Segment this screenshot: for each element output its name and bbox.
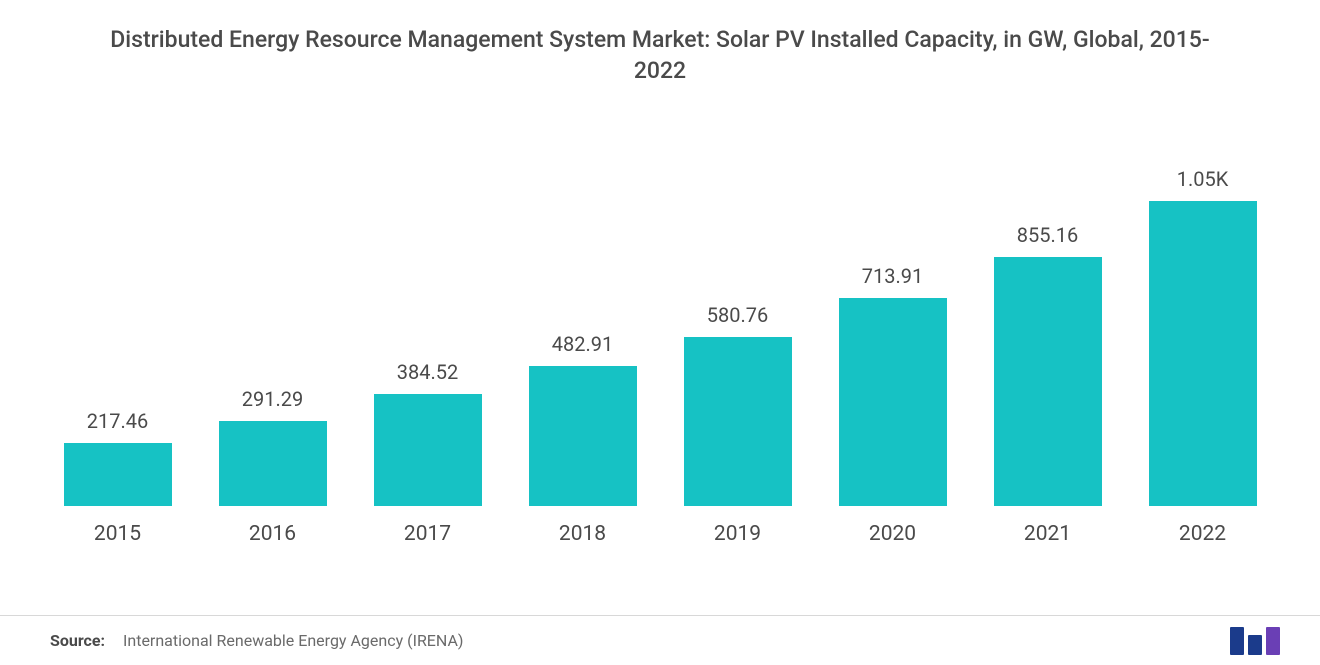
bar xyxy=(994,257,1102,506)
bar-value-label: 580.76 xyxy=(707,303,768,327)
chart-container: Distributed Energy Resource Management S… xyxy=(0,0,1320,665)
bar-group: 384.52 xyxy=(350,146,505,506)
bar-value-label: 384.52 xyxy=(397,360,458,384)
bar-value-label: 713.91 xyxy=(862,264,923,288)
x-axis-label: 2019 xyxy=(660,514,815,546)
bar xyxy=(529,366,637,506)
bar-group: 1.05K xyxy=(1125,146,1280,506)
x-axis-labels: 20152016201720182019202020212022 xyxy=(40,514,1280,546)
chart-footer: Source: International Renewable Energy A… xyxy=(0,615,1320,665)
bar-group: 217.46 xyxy=(40,146,195,506)
bar-group: 482.91 xyxy=(505,146,660,506)
source-line: Source: International Renewable Energy A… xyxy=(50,631,463,650)
x-axis-label: 2020 xyxy=(815,514,970,546)
bar-value-label: 482.91 xyxy=(552,332,613,356)
x-axis-label: 2021 xyxy=(970,514,1125,546)
logo-bar xyxy=(1230,627,1244,655)
bar xyxy=(1149,201,1257,506)
bar-value-label: 291.29 xyxy=(242,387,303,411)
bar-value-label: 217.46 xyxy=(87,409,148,433)
logo-bar xyxy=(1266,627,1280,655)
x-axis-label: 2017 xyxy=(350,514,505,546)
x-axis-label: 2015 xyxy=(40,514,195,546)
bar xyxy=(219,421,327,506)
x-axis-label: 2016 xyxy=(195,514,350,546)
bar-value-label: 1.05K xyxy=(1177,167,1229,191)
bar-value-label: 855.16 xyxy=(1017,223,1078,247)
bar-group: 291.29 xyxy=(195,146,350,506)
bars-row: 217.46 291.29 384.52 482.91 580.76 713.91 855.… xyxy=(40,146,1280,506)
bar xyxy=(839,298,947,506)
bar-group: 855.16 xyxy=(970,146,1125,506)
source-label: Source: xyxy=(50,631,105,650)
brand-logo-icon xyxy=(1230,627,1280,655)
bar xyxy=(374,394,482,506)
logo-bar xyxy=(1248,635,1262,655)
bar-group: 580.76 xyxy=(660,146,815,506)
bar xyxy=(684,337,792,506)
chart-title: Distributed Energy Resource Management S… xyxy=(110,20,1210,86)
x-axis-label: 2018 xyxy=(505,514,660,546)
plot-area: 217.46 291.29 384.52 482.91 580.76 713.91 855.… xyxy=(40,146,1280,546)
x-axis-label: 2022 xyxy=(1125,514,1280,546)
source-text: International Renewable Energy Agency (I… xyxy=(123,631,463,650)
bar-group: 713.91 xyxy=(815,146,970,506)
bar xyxy=(64,443,172,506)
